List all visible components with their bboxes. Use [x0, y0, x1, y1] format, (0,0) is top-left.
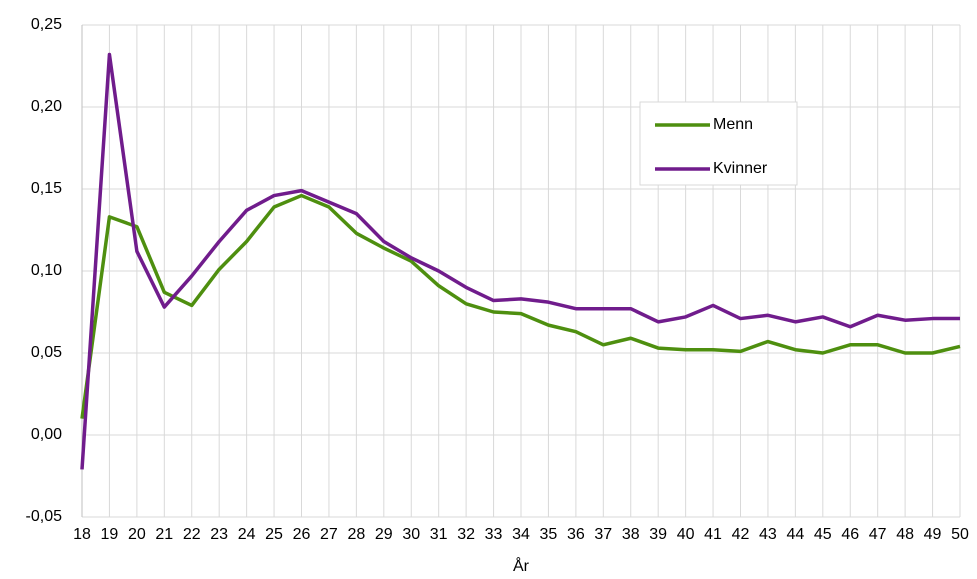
y-tick-label: 0,05	[31, 344, 62, 361]
y-tick-label: -0,05	[26, 508, 63, 525]
x-tick-label: 49	[924, 526, 942, 543]
x-tick-label: 23	[210, 526, 228, 543]
x-tick-label: 31	[430, 526, 448, 543]
y-tick-label: 0,10	[31, 262, 62, 279]
x-tick-label: 27	[320, 526, 338, 543]
x-tick-label: 44	[786, 526, 804, 543]
x-tick-label: 18	[73, 526, 91, 543]
legend-label: Kvinner	[713, 160, 768, 177]
x-tick-label: 39	[649, 526, 667, 543]
x-tick-label: 20	[128, 526, 146, 543]
x-tick-label: 33	[485, 526, 503, 543]
series-line	[80, 193, 961, 419]
x-tick-label: 41	[704, 526, 722, 543]
y-tick-label: 0,20	[31, 98, 62, 115]
x-tick-label: 47	[869, 526, 887, 543]
x-tick-label: 42	[732, 526, 750, 543]
x-tick-label: 28	[347, 526, 365, 543]
y-tick-label: 0,00	[31, 426, 62, 443]
x-tick-label: 36	[567, 526, 585, 543]
x-tick-label: 22	[183, 526, 201, 543]
x-tick-label: 50	[951, 526, 969, 543]
series-line	[80, 52, 960, 470]
x-tick-label: 48	[896, 526, 914, 543]
y-tick-label: 0,15	[31, 180, 62, 197]
x-tick-label: 25	[265, 526, 283, 543]
x-tick-label: 30	[402, 526, 420, 543]
x-tick-label: 29	[375, 526, 393, 543]
x-tick-label: 40	[677, 526, 695, 543]
x-tick-label: 21	[155, 526, 173, 543]
legend-box	[639, 101, 798, 186]
x-tick-label: 32	[457, 526, 475, 543]
x-axis-label: År	[513, 556, 530, 575]
x-tick-label: 34	[512, 526, 530, 543]
x-tick-label: 45	[814, 526, 832, 543]
x-tick-label: 35	[540, 526, 558, 543]
legend-label: Menn	[713, 116, 753, 133]
x-tick-label: 37	[594, 526, 612, 543]
x-tick-label: 19	[101, 526, 119, 543]
x-tick-label: 24	[238, 526, 256, 543]
x-tick-label: 46	[841, 526, 859, 543]
x-tick-label: 38	[622, 526, 640, 543]
x-tick-label: 43	[759, 526, 777, 543]
y-tick-label: 0,25	[31, 16, 62, 33]
x-tick-label: 26	[293, 526, 311, 543]
